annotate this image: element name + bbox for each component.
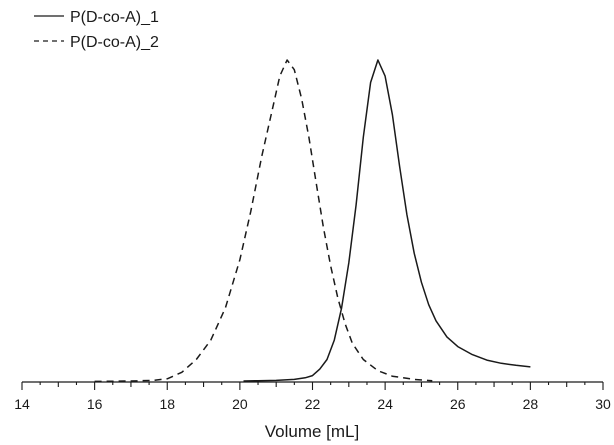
x-tick-label: 20 [232,396,248,412]
legend-label-series-1: P(D-co-A)_1 [70,9,159,26]
x-tick-label: 22 [305,396,321,412]
x-ticks [21,382,604,390]
legend: P(D-co-A)_1 P(D-co-A)_2 [34,9,159,51]
x-tick-label: 28 [523,396,539,412]
x-tick-label: 14 [14,396,30,412]
series-line-1 [243,59,531,382]
x-tick-label: 18 [159,396,175,412]
legend-label-series-2: P(D-co-A)_2 [70,34,159,51]
x-tick-label: 26 [450,396,466,412]
series-layer [94,59,531,383]
x-tick-label: 16 [87,396,103,412]
series-line-2 [94,59,433,383]
x-tick-labels: 14 16 18 20 22 24 26 28 30 [14,396,611,412]
x-axis-label: Volume [mL] [265,422,360,441]
x-tick-label: 30 [595,396,611,412]
x-tick-label: 24 [377,396,393,412]
